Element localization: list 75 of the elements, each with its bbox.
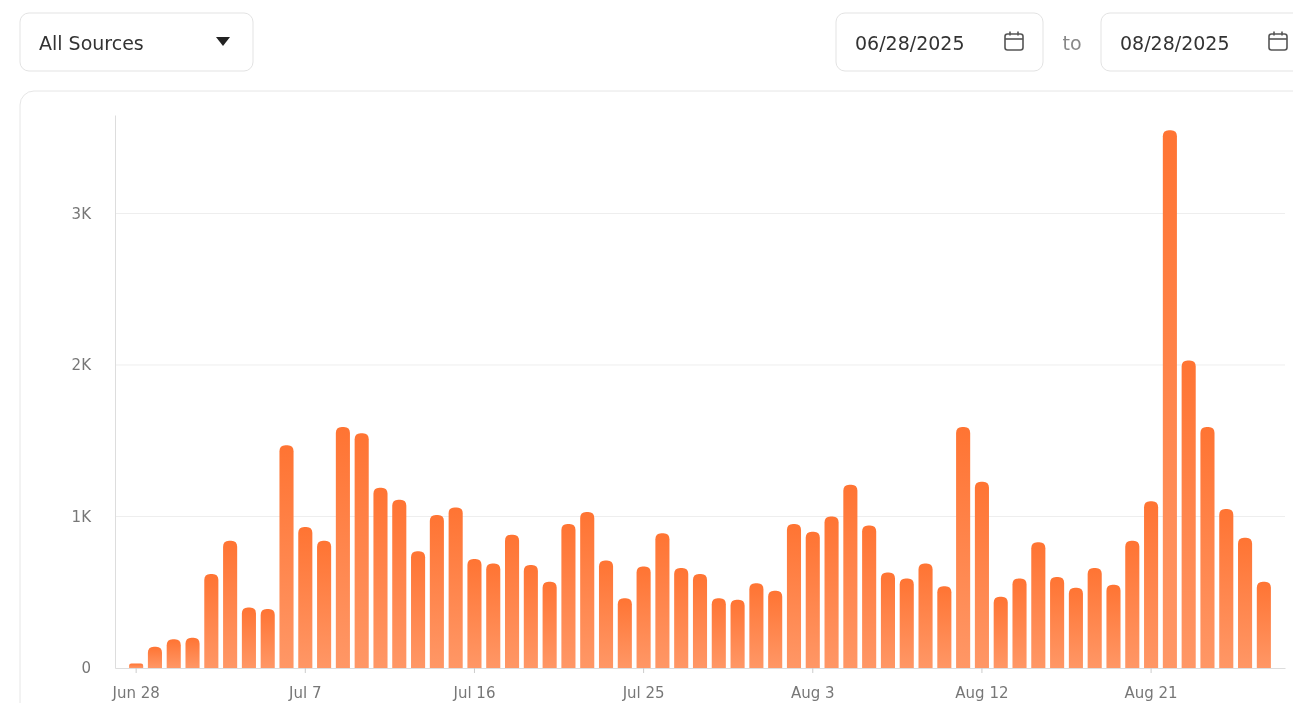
bar (411, 551, 426, 668)
bar (1125, 540, 1140, 668)
bar (223, 540, 238, 668)
bar (636, 566, 651, 668)
bar (448, 507, 463, 668)
bar (692, 574, 708, 668)
bar (1087, 568, 1102, 668)
bar (880, 572, 895, 668)
bar (805, 531, 820, 668)
bar (1219, 508, 1234, 668)
text: All Sources (39, 32, 144, 54)
bar (918, 563, 933, 668)
x-tick-label: Aug 12 (955, 683, 1009, 702)
bar (523, 564, 538, 668)
bar (580, 511, 595, 668)
bar (354, 433, 369, 668)
bar (505, 534, 520, 668)
text: 08/28/2025 (1120, 32, 1230, 54)
x-tick-label: Jul 7 (288, 683, 322, 702)
bar (241, 607, 256, 668)
bar (260, 608, 275, 668)
bar (617, 598, 632, 668)
bar (1031, 542, 1046, 668)
bar (1050, 577, 1065, 668)
bar (862, 525, 877, 668)
text: to (1062, 32, 1082, 54)
bar (1162, 130, 1177, 668)
bar (749, 583, 764, 668)
bar (429, 514, 444, 668)
bar (1256, 581, 1271, 668)
bar (711, 598, 726, 668)
bar (598, 560, 614, 668)
bar (392, 499, 407, 668)
bar (1238, 537, 1253, 668)
bar (1181, 360, 1196, 668)
x-tick-label: Jun 28 (111, 683, 160, 702)
y-tick-label: 0 (81, 659, 91, 678)
text: 06/28/2025 (855, 32, 965, 54)
bar (993, 596, 1008, 668)
bar (1068, 587, 1083, 668)
bar (824, 516, 839, 668)
bar (974, 481, 989, 668)
bar (279, 445, 294, 668)
bar (674, 568, 689, 668)
y-tick-label: 1K (71, 507, 93, 526)
bar (204, 574, 219, 668)
bar (185, 637, 200, 668)
bar (899, 578, 914, 668)
bar (937, 586, 952, 668)
bar (298, 527, 313, 668)
y-tick-label: 2K (71, 356, 93, 375)
bar (786, 524, 802, 668)
bar (561, 524, 576, 668)
bar (730, 599, 745, 668)
bar (317, 540, 332, 668)
bar (486, 563, 501, 668)
bar (1144, 501, 1159, 668)
bar (655, 533, 670, 668)
bar (1106, 584, 1121, 668)
bar (147, 646, 162, 668)
x-tick-label: Aug 21 (1124, 683, 1178, 702)
y-tick-label: 3K (71, 204, 93, 223)
bar (1200, 427, 1215, 668)
x-tick-label: Jul 16 (452, 683, 496, 702)
bar (373, 487, 388, 668)
bar (768, 590, 783, 668)
bar (843, 484, 858, 668)
bar (166, 639, 181, 668)
x-tick-label: Jul 25 (621, 683, 665, 702)
bar (542, 581, 557, 668)
bar (956, 427, 971, 668)
bar (335, 427, 350, 668)
x-tick-label: Aug 3 (790, 683, 835, 702)
bar (1012, 578, 1027, 668)
bar (467, 558, 482, 668)
